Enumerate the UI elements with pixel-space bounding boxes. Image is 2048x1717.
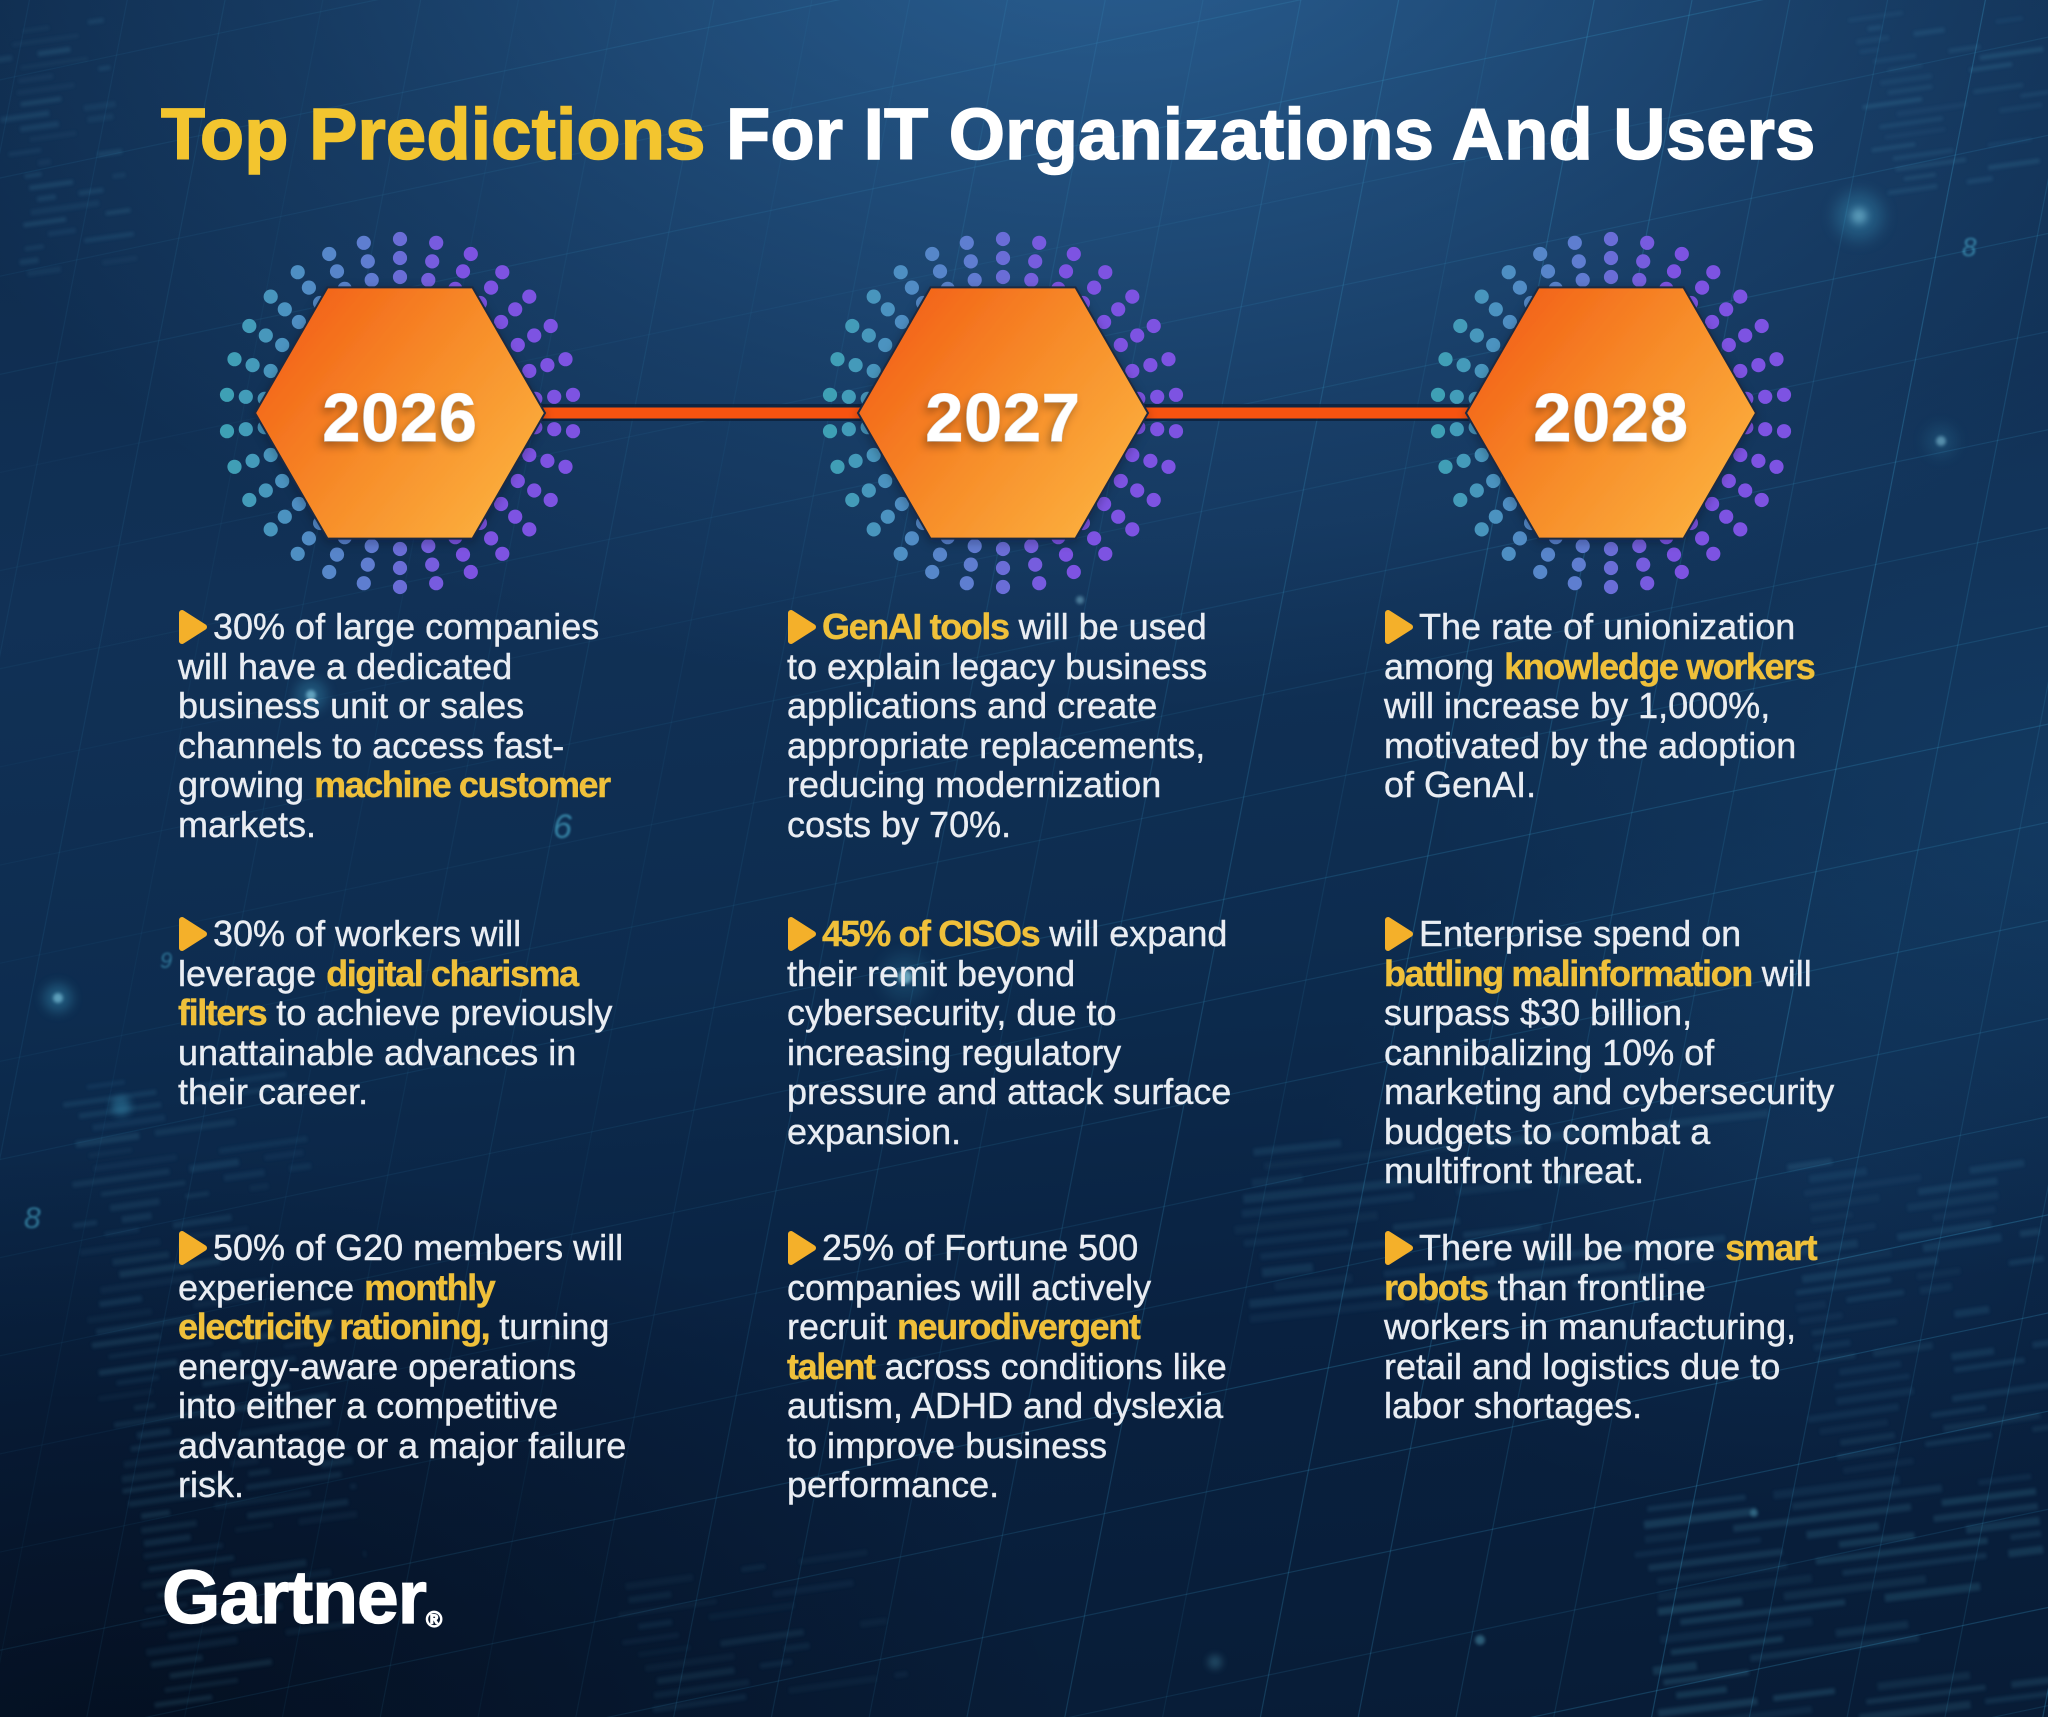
svg-text:8: 8: [1962, 232, 1977, 262]
svg-text:9: 9: [160, 948, 172, 973]
svg-text:8: 8: [24, 1202, 41, 1235]
svg-text:6: 6: [553, 808, 572, 846]
